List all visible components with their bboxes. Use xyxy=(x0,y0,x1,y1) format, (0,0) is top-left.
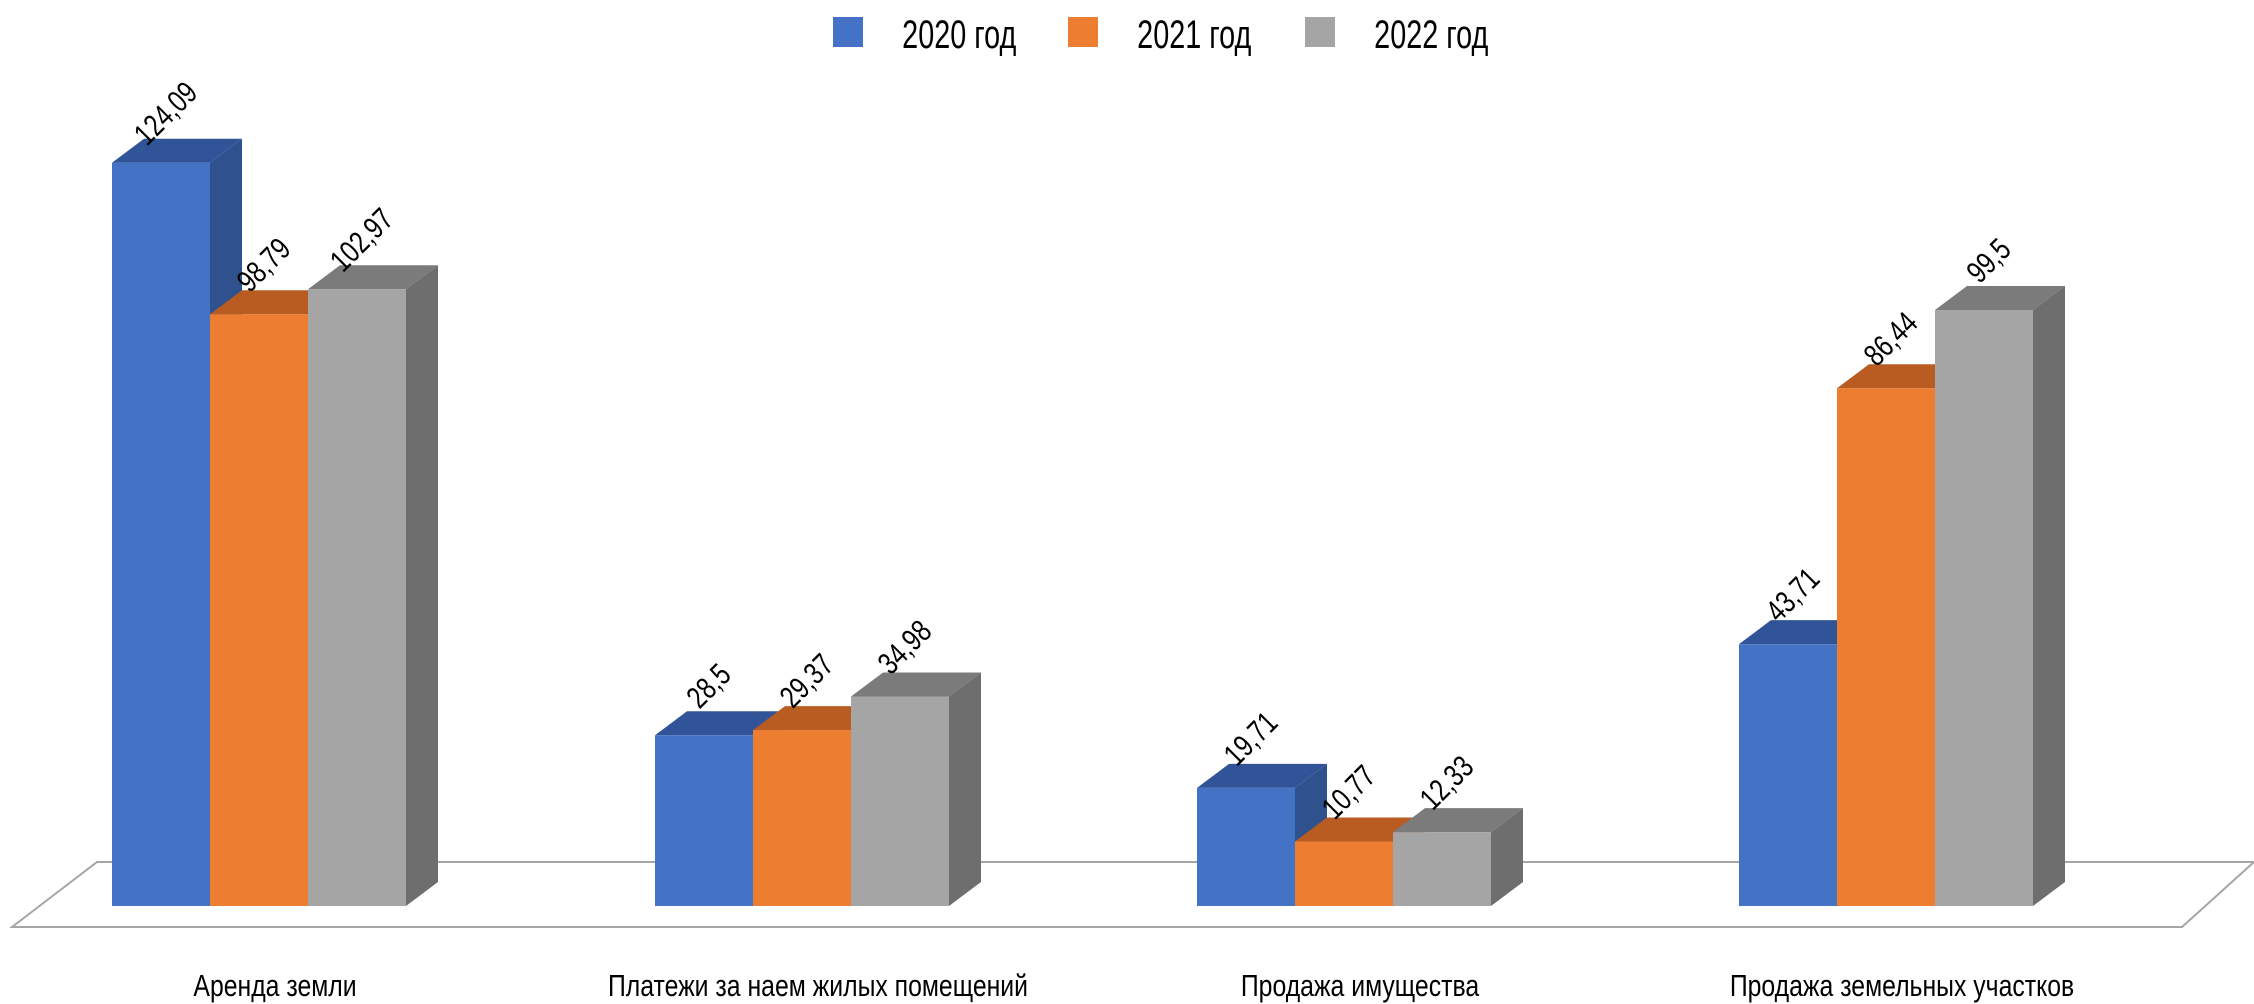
category-labels: Аренда земли Платежи за наем жилых помеще… xyxy=(193,968,2074,1002)
data-label-2-продажа-земельных-участков: 86,44 xyxy=(1857,305,1924,372)
bar-top xyxy=(1295,817,1425,842)
bar-top xyxy=(210,290,340,315)
data-label-1-продажа-имущества: 19,71 xyxy=(1217,705,1284,772)
data-label-1-продажа-земельных-участков: 43,71 xyxy=(1759,561,1826,628)
bar-front xyxy=(1739,644,1837,906)
bar-top xyxy=(753,706,883,731)
bar-3-продажа-имущества xyxy=(1393,808,1523,906)
bar-front xyxy=(112,162,210,906)
bar-front xyxy=(308,289,406,906)
bar-top xyxy=(1393,808,1523,833)
bar-side xyxy=(949,672,981,906)
bar-front xyxy=(655,735,753,906)
bar-top xyxy=(1197,763,1327,788)
legend-label-2: 2021 год xyxy=(1137,12,1251,57)
bar-front xyxy=(1935,309,2033,906)
bar-top xyxy=(1837,364,1967,389)
bar-3-платежи-за-наем-жилых-помещений xyxy=(851,672,981,906)
bar-front xyxy=(753,730,851,906)
bar-top xyxy=(1935,285,2065,310)
category-label-3: Продажа имущества xyxy=(1241,968,1480,1002)
bar-front xyxy=(851,696,949,906)
category-label-1: Аренда земли xyxy=(193,968,356,1002)
bar-top xyxy=(112,138,242,163)
bar-top xyxy=(655,711,785,736)
legend-swatch-3 xyxy=(1305,17,1335,47)
bar-side xyxy=(406,265,438,906)
category-label-2: Платежи за наем жилых помещений xyxy=(608,968,1028,1002)
bar-top xyxy=(308,265,438,290)
bar-top xyxy=(851,672,981,697)
data-label-3-продажа-земельных-участков: 99,5 xyxy=(1960,232,2018,290)
data-label-1-платежи-за-наем-жилых-помещений: 28,5 xyxy=(680,657,738,715)
bar-3-продажа-земельных-участков xyxy=(1935,285,2065,906)
data-label-3-продажа-имущества: 12,33 xyxy=(1413,749,1480,816)
bar-front xyxy=(1197,787,1295,906)
legend-swatch-2 xyxy=(1068,17,1098,47)
bar-3-аренда-земли xyxy=(308,265,438,906)
data-label-2-платежи-за-наем-жилых-помещений: 29,37 xyxy=(773,647,840,714)
legend: 2020 год 2021 год 2022 год xyxy=(833,12,1488,57)
bar-side xyxy=(1491,808,1523,906)
bar-front xyxy=(1295,841,1393,906)
bar-front xyxy=(1837,388,1935,907)
bar-front xyxy=(210,314,308,906)
bars xyxy=(112,138,2065,907)
chart-floor xyxy=(9,861,2254,928)
legend-label-3: 2022 год xyxy=(1374,12,1488,57)
bar-side xyxy=(2033,285,2065,906)
legend-label-1: 2020 год xyxy=(902,12,1016,57)
bar-top xyxy=(1739,620,1869,645)
bar-front xyxy=(1393,832,1491,906)
category-label-4: Продажа земельных участков xyxy=(1730,968,2074,1002)
data-label-3-платежи-за-наем-жилых-помещений: 34,98 xyxy=(871,613,938,680)
legend-swatch-1 xyxy=(833,17,863,47)
